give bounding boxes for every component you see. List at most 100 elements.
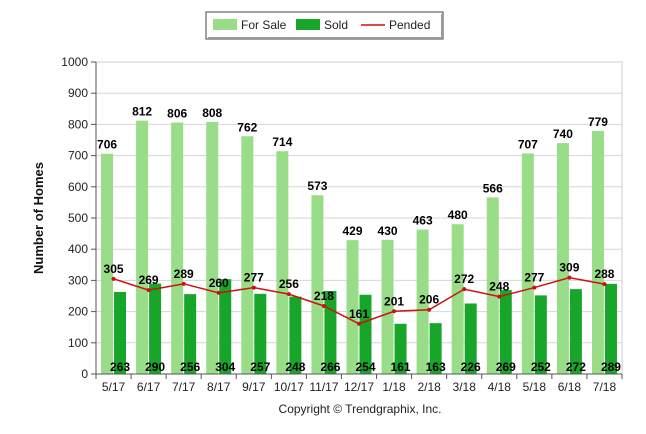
bar-sold-7-17 [184,294,197,374]
bar-for-sale-6-17 [136,120,149,374]
bar-for-sale-12-17 [346,240,359,374]
bar-for-sale-11-17 [311,195,324,374]
gridlines [96,92,622,344]
bar-for-sale-9-17 [241,136,254,374]
label-for-sale-10-17: 714 [272,135,292,149]
x-tick-label-3-18: 3/18 [453,380,477,394]
x-tick-label-7-17: 7/17 [172,380,196,394]
label-sold-2-18: 163 [426,360,446,374]
pended-point-11-17 [321,303,326,308]
label-sold-9-17: 257 [250,360,270,374]
x-tick-label-11-17: 11/17 [309,380,338,394]
label-for-sale-3-18: 480 [448,208,468,222]
pended-line [111,275,607,326]
label-pended-11-17: 218 [314,289,334,303]
label-for-sale-11-17: 573 [307,179,327,193]
label-sold-11-17: 266 [320,360,340,374]
x-tick-label-5-18: 5/18 [523,380,547,394]
bar-sold-10-17 [289,296,302,374]
bar-for-sale-4-18 [486,197,499,374]
y-tick-label-1000: 1000 [61,55,88,69]
x-tick-label-12-17: 12/17 [344,380,374,394]
label-pended-12-17: 161 [349,307,369,321]
bar-for-sale-3-18 [451,224,464,374]
label-pended-3-18: 272 [454,272,474,286]
label-for-sale-7-18: 779 [588,115,608,129]
y-tick-label-300: 300 [68,273,88,287]
y-tick-label-400: 400 [68,242,88,256]
copyright-text: Copyright © Trendgraphix, Inc. [279,402,442,416]
label-for-sale-4-18: 566 [483,181,503,195]
label-pended-2-18: 206 [419,293,439,307]
label-sold-1-18: 161 [391,360,411,374]
legend-label-sold: Sold [324,18,348,32]
bar-sold-12-17 [359,294,372,374]
label-for-sale-5-17: 706 [97,138,117,152]
bar-for-sale-7-17 [171,122,184,374]
pended-point-12-17 [357,321,361,326]
label-pended-8-17: 260 [209,276,229,290]
x-tick-label-1-18: 1/18 [382,380,406,394]
y-tick-label-800: 800 [68,117,88,131]
label-sold-8-17: 304 [215,360,235,374]
label-sold-3-18: 226 [461,360,481,374]
bar-sold-8-17 [219,279,232,374]
legend-label-for-sale: For Sale [241,18,287,32]
y-tick-label-200: 200 [68,305,88,319]
label-sold-12-17: 254 [355,360,375,374]
label-sold-7-18: 289 [601,360,621,374]
legend-swatch-for-sale [213,19,237,30]
label-pended-9-17: 277 [244,271,264,285]
bar-for-sale-8-17 [206,121,219,375]
label-pended-6-17: 269 [139,273,159,287]
bars [101,120,617,375]
pended-point-9-17 [251,285,256,290]
bar-sold-5-17 [114,291,127,374]
bar-sold-7-18 [604,283,617,374]
label-pended-7-18: 288 [594,267,614,281]
label-pended-5-18: 277 [524,271,544,285]
bar-sold-3-18 [464,303,477,374]
bar-for-sale-2-18 [416,229,429,374]
label-pended-4-18: 248 [489,280,509,294]
label-for-sale-8-17: 808 [202,106,222,120]
label-pended-7-17: 289 [174,267,194,281]
label-sold-6-18: 272 [566,360,586,374]
pended-point-6-17 [146,288,151,293]
y-tick-label-0: 0 [81,367,88,381]
bar-sold-6-17 [149,283,162,374]
pended-point-7-17 [181,281,186,286]
y-axis-ticks: 0 100 200 300 400 500 600 700 800 900 1000 [61,55,97,381]
label-sold-5-18: 252 [531,360,551,374]
label-for-sale-9-17: 762 [237,120,257,134]
bar-for-sale-7-18 [591,130,604,374]
label-for-sale-6-17: 812 [132,105,152,119]
bar-for-sale-10-17 [276,151,289,374]
x-tick-label-10-17: 10/17 [274,380,304,394]
x-tick-label-2-18: 2/18 [417,380,441,394]
y-tick-label-600: 600 [68,180,88,194]
pended-point-1-18 [392,309,397,314]
bar-for-sale-6-18 [556,143,569,374]
y-tick-label-700: 700 [68,149,88,163]
x-tick-label-8-17: 8/17 [207,380,231,394]
label-pended-1-18: 201 [384,294,404,308]
y-tick-label-100: 100 [68,336,88,350]
bar-sold-11-17 [324,291,337,374]
label-sold-10-17: 248 [285,360,305,374]
bar-for-sale-1-18 [381,239,394,374]
pended-point-4-18 [497,294,502,299]
x-tick-label-6-18: 6/18 [558,380,582,394]
y-axis-label: Number of Homes [31,162,46,274]
bar-sold-2-18 [429,323,442,374]
y-tick-label-900: 900 [68,86,88,100]
label-for-sale-2-18: 463 [413,214,433,228]
x-tick-label-9-17: 9/17 [242,380,266,394]
pended-point-6-18 [567,275,572,280]
bar-sold-4-18 [499,290,512,374]
label-for-sale-7-17: 806 [167,107,187,121]
label-sold-7-17: 256 [180,360,200,374]
bar-for-sale-5-18 [521,153,534,374]
